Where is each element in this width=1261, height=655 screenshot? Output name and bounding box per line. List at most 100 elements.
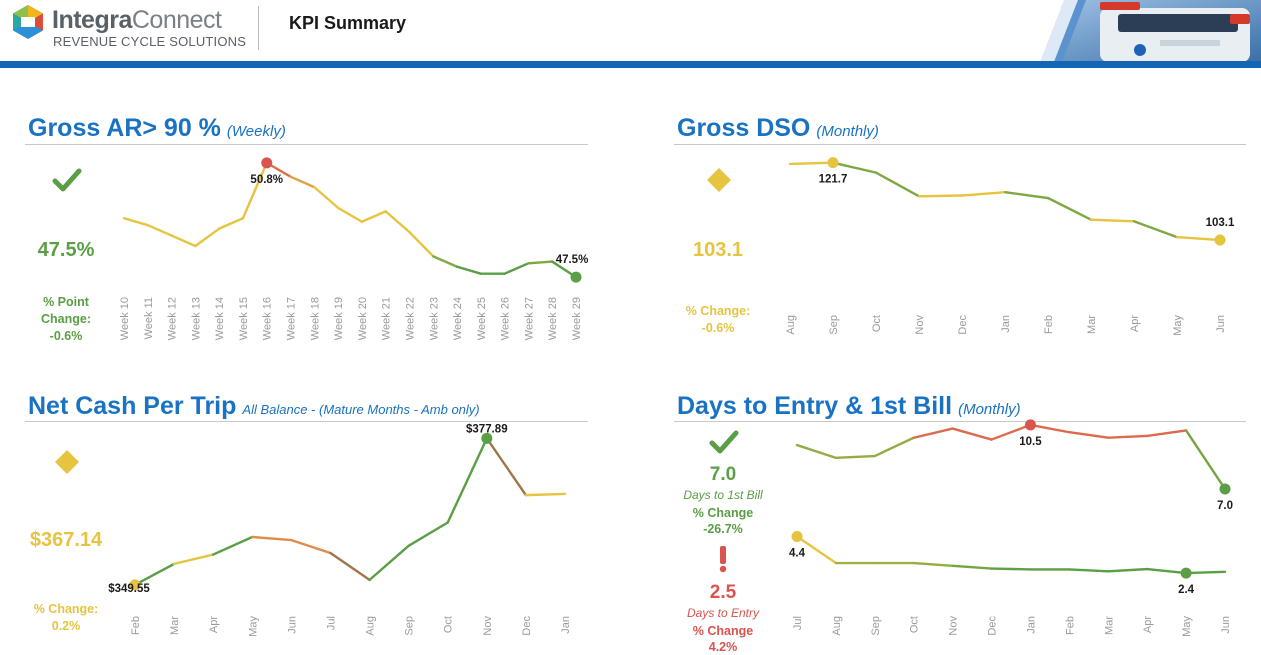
line-segment	[289, 175, 316, 189]
gross-dso-title: Gross DSO (Monthly)	[677, 114, 879, 143]
x-tick-label: Week 17	[286, 297, 298, 340]
line-segment	[1107, 567, 1149, 573]
x-tick-label: Feb	[1043, 315, 1055, 334]
x-tick-label: Feb	[1064, 616, 1076, 635]
x-tick-label: Sep	[828, 315, 840, 335]
line-segment	[831, 161, 878, 174]
line-segment	[912, 561, 954, 567]
gross-ar-chart: Week 10 Week 11 Week 12 Week 13 Week 14 Week …	[119, 157, 588, 340]
line-segment	[122, 217, 149, 227]
gross-ar-title: Gross AR> 90 % (Weekly)	[28, 114, 286, 143]
exclamation-icon	[719, 546, 727, 573]
x-tick-label: Nov	[482, 616, 494, 636]
days-entry-rule	[674, 421, 1246, 422]
data-label: $377.89	[466, 423, 508, 435]
line-segment	[329, 551, 371, 582]
data-label: 50.8%	[250, 174, 283, 186]
days-entry-change-label: % Change	[692, 624, 754, 638]
days-entry-title: Days to Entry & 1st Bill (Monthly)	[677, 392, 1021, 421]
x-tick-label: Dec	[521, 616, 533, 636]
line-segment	[1068, 431, 1110, 439]
line-segment	[407, 521, 449, 547]
days-entry-chart: Jul Aug Sep Oct Nov Dec Jan Feb Mar Apr May Jun 10.5…	[789, 419, 1233, 637]
data-point-marker	[481, 432, 493, 444]
line-segment	[912, 427, 954, 439]
line-segment	[1003, 190, 1050, 200]
line-segment	[795, 443, 838, 460]
line-segment	[170, 234, 197, 248]
line-segment	[834, 454, 877, 460]
x-tick-label: Week 19	[333, 297, 345, 340]
x-tick-label: Oct	[909, 616, 921, 633]
x-tick-label: Week 15	[238, 297, 250, 340]
x-tick-label: May	[247, 616, 259, 637]
gross-ar-change: % Point Change: -0.6%	[20, 294, 112, 345]
line-segment	[1145, 567, 1188, 575]
line-segment	[384, 210, 411, 234]
line-segment	[990, 423, 1032, 441]
days-bill-change-value: -26.7%	[703, 522, 743, 536]
page-title: KPI Summary	[289, 13, 407, 33]
gross-dso-value: 103.1	[692, 239, 744, 261]
data-point-marker	[791, 531, 803, 543]
line-segment	[788, 161, 835, 166]
data-label: 103.1	[1206, 217, 1235, 229]
days-bill-value: 7.0	[709, 464, 737, 485]
data-label: 7.0	[1217, 500, 1233, 512]
data-point-marker	[570, 271, 582, 283]
line-segment	[1184, 570, 1227, 575]
line-segment	[1175, 235, 1222, 242]
x-tick-label: Jun	[286, 616, 298, 634]
days-entry-change-value: 4.2%	[708, 640, 738, 654]
gross-ar-change-value: -0.6%	[49, 329, 83, 343]
line-segment	[455, 265, 483, 275]
x-tick-label: May	[1172, 315, 1184, 336]
data-point-marker	[1214, 234, 1226, 246]
x-tick-label: Apr	[208, 616, 220, 633]
line-segment	[951, 427, 993, 441]
line-segment	[432, 255, 459, 268]
gross-dso-chart: Aug Sep Oct Nov Dec Jan Feb Mar Apr May Jun 121.7 10…	[785, 157, 1235, 336]
line-segment	[290, 538, 332, 555]
x-tick-label: Oct	[443, 616, 455, 633]
gross-ar-change-label-1: % Point	[43, 295, 89, 309]
gross-dso-change: % Change: -0.6%	[672, 303, 764, 337]
x-tick-label: Jan	[560, 616, 572, 634]
line-segment	[251, 535, 293, 542]
x-tick-label: Mar	[1086, 315, 1098, 334]
gross-ar-rule	[25, 144, 588, 145]
data-point-marker	[827, 157, 839, 169]
x-tick-label: Oct	[871, 315, 883, 332]
logo-brand-a: Integra	[52, 6, 132, 34]
x-tick-label: Aug	[365, 616, 377, 636]
logo-subtitle: REVENUE CYCLE SOLUTIONS	[53, 34, 247, 49]
diamond-icon	[707, 168, 731, 192]
x-tick-label: Week 21	[381, 297, 393, 340]
line-segment	[951, 564, 993, 570]
line-segment	[795, 535, 838, 565]
line-segment	[1184, 429, 1227, 491]
x-tick-label: Sep	[870, 616, 882, 636]
line-segment	[336, 206, 364, 223]
net-cash-rule	[25, 421, 588, 422]
line-segment	[194, 227, 221, 248]
gross-ar-value: 47.5%	[37, 239, 95, 261]
x-tick-label: Jun	[1220, 616, 1232, 634]
line-segment	[1068, 568, 1110, 573]
line-segment	[960, 190, 1007, 197]
x-tick-label: Dec	[987, 616, 999, 636]
data-point-marker	[1024, 419, 1036, 431]
net-cash-change-value: 0.2%	[51, 619, 81, 633]
data-label: 10.5	[1019, 436, 1042, 448]
x-tick-label: Jun	[1215, 315, 1227, 333]
net-cash-change: % Change: 0.2%	[20, 601, 112, 635]
data-label: 121.7	[819, 174, 848, 186]
x-tick-label: Week 27	[523, 297, 535, 340]
data-point-marker	[261, 157, 273, 169]
gross-dso-change-value: -0.6%	[701, 321, 735, 335]
line-segment	[873, 436, 915, 458]
line-segment	[1029, 423, 1071, 434]
header-bar	[0, 61, 1261, 68]
x-tick-label: Mar	[169, 616, 181, 635]
diamond-icon	[55, 450, 79, 474]
